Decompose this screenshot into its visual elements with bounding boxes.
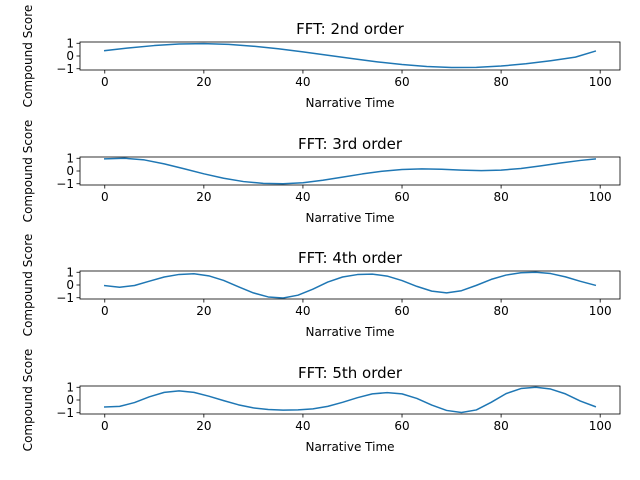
y-axis-label: Compound Score <box>21 349 35 452</box>
x-axis-label: Narrative Time <box>305 325 394 339</box>
x-tick-label: 40 <box>295 419 310 433</box>
y-axis-label: Compound Score <box>21 5 35 108</box>
y-axis-label: Compound Score <box>21 234 35 337</box>
x-tick-label: 20 <box>196 190 211 204</box>
x-tick-label: 60 <box>394 75 409 89</box>
y-tick-label: 0 <box>66 49 74 63</box>
subplot-title: FFT: 5th order <box>298 364 403 382</box>
x-tick-label: 40 <box>295 304 310 318</box>
series-line-1 <box>103 386 597 414</box>
y-tick-label: −1 <box>56 177 74 191</box>
y-tick-label: 0 <box>66 278 74 292</box>
y-tick-label: 1 <box>66 151 74 165</box>
x-tick-label: 20 <box>196 304 211 318</box>
x-tick-label: 60 <box>394 190 409 204</box>
y-tick-label: 0 <box>66 164 74 178</box>
x-tick-label: 80 <box>493 190 508 204</box>
x-tick-label: 0 <box>101 419 109 433</box>
x-tick-label: 80 <box>493 419 508 433</box>
series-line-1 <box>103 157 597 185</box>
x-tick-label: 60 <box>394 304 409 318</box>
subplot-title: FFT: 3rd order <box>298 135 403 153</box>
series-line-1 <box>103 271 597 299</box>
x-tick-label: 40 <box>295 75 310 89</box>
x-tick-label: 20 <box>196 419 211 433</box>
y-tick-label: 0 <box>66 393 74 407</box>
x-tick-label: 0 <box>101 190 109 204</box>
y-tick-label: 1 <box>66 265 74 279</box>
x-tick-label: 40 <box>295 190 310 204</box>
x-tick-label: 0 <box>101 75 109 89</box>
x-tick-label: 20 <box>196 75 211 89</box>
subplot-title: FFT: 4th order <box>298 249 403 267</box>
y-tick-label: 1 <box>66 380 74 394</box>
x-tick-label: 80 <box>493 75 508 89</box>
x-axis-label: Narrative Time <box>305 440 394 454</box>
x-tick-label: 100 <box>589 75 612 89</box>
x-tick-label: 100 <box>589 190 612 204</box>
x-tick-label: 0 <box>101 304 109 318</box>
subplot-title: FFT: 2nd order <box>296 20 404 38</box>
x-tick-label: 60 <box>394 419 409 433</box>
x-axis-label: Narrative Time <box>305 211 394 225</box>
y-tick-label: −1 <box>56 291 74 305</box>
y-tick-label: 1 <box>66 36 74 50</box>
x-tick-label: 100 <box>589 304 612 318</box>
x-tick-label: 80 <box>493 304 508 318</box>
x-tick-label: 100 <box>589 419 612 433</box>
y-tick-label: −1 <box>56 406 74 420</box>
series-line-1 <box>103 42 597 69</box>
y-axis-label: Compound Score <box>21 120 35 223</box>
y-tick-label: −1 <box>56 62 74 76</box>
x-axis-label: Narrative Time <box>305 96 394 110</box>
